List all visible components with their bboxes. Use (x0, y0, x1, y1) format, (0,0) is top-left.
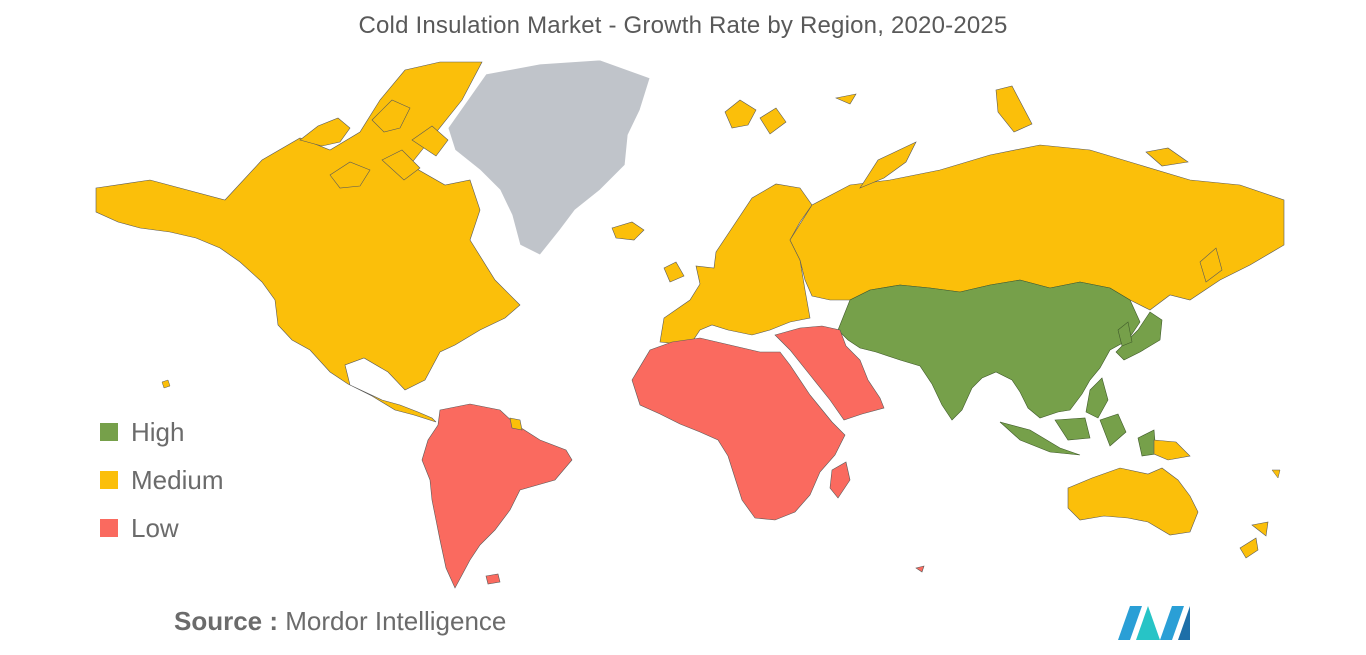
legend-item-medium: Medium (100, 456, 223, 504)
region-greenland (447, 59, 651, 256)
legend-swatch-high (100, 423, 118, 441)
region-iceland (611, 221, 645, 241)
legend: High Medium Low (100, 408, 223, 552)
region-middle-east-africa (631, 325, 925, 573)
legend-label-high: High (131, 416, 185, 447)
source-note: Source : Mordor Intelligence (174, 606, 506, 637)
region-french-guiana (509, 417, 523, 431)
legend-swatch-medium (100, 471, 118, 489)
chart-title: Cold Insulation Market - Growth Rate by … (358, 12, 1008, 39)
legend-label-low: Low (131, 512, 179, 543)
source-key: Source : (174, 606, 279, 636)
small-islands (161, 379, 1281, 479)
region-asia-pacific (837, 279, 1163, 457)
region-papua-new-guinea (1153, 439, 1191, 461)
source-value: Mordor Intelligence (285, 606, 507, 636)
region-europe (659, 93, 857, 346)
region-south-america (421, 403, 573, 589)
mordor-intelligence-logo-icon (1118, 606, 1190, 640)
legend-item-low: Low (100, 504, 223, 552)
region-north-america (95, 61, 521, 423)
legend-item-high: High (100, 408, 223, 456)
region-australia-new-zealand (1067, 467, 1269, 559)
region-russia (789, 85, 1285, 311)
legend-swatch-low (100, 519, 118, 537)
legend-label-medium: Medium (131, 464, 224, 495)
